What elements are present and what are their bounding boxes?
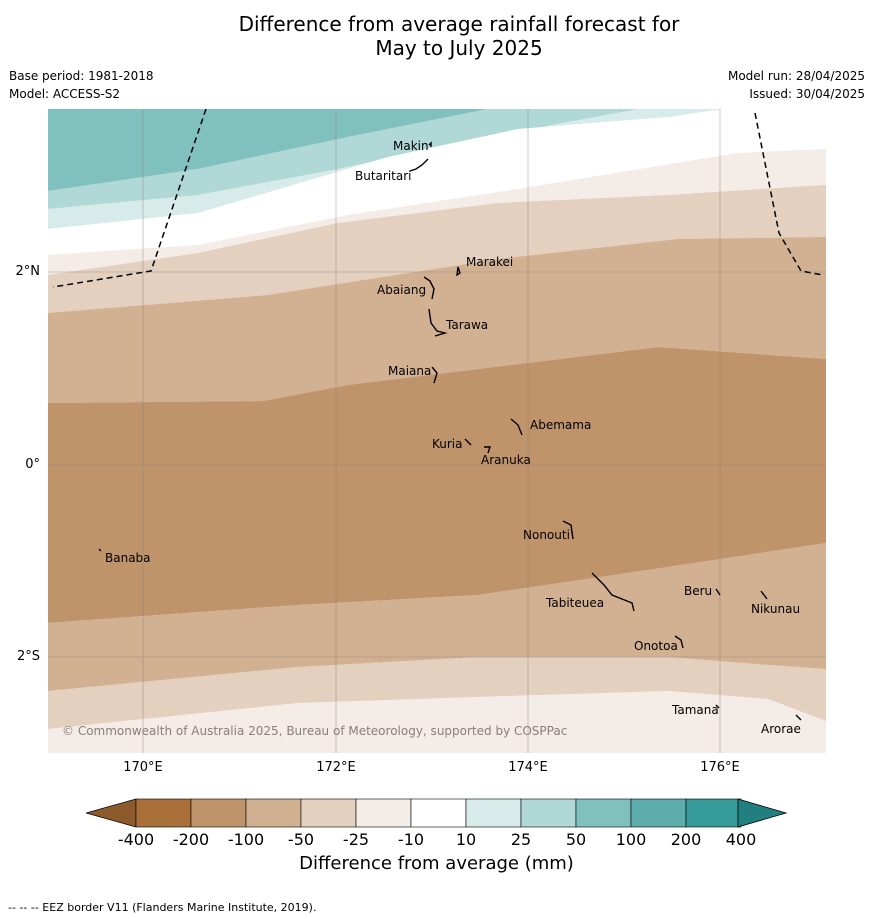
colorbar-cell <box>630 798 687 828</box>
meta-right: Model run: 28/04/2025 Issued: 30/04/2025 <box>728 67 865 103</box>
island-butaritari <box>409 158 429 172</box>
grid <box>48 109 826 753</box>
label-marakei: Marakei <box>466 255 514 269</box>
island-kuria <box>464 438 472 446</box>
colorbar-cell <box>355 798 412 828</box>
island-banaba <box>98 548 102 552</box>
label-nikunau: Nikunau <box>751 602 801 616</box>
band-neg-10 <box>48 149 826 275</box>
lat-label-2n: 2°N <box>15 264 41 279</box>
colorbar-tick-label: -10 <box>397 830 425 849</box>
lon-label-170: 170°E <box>123 760 163 775</box>
band-teal-50 <box>48 109 638 209</box>
colorbar-tick-label: -400 <box>117 830 155 849</box>
colorbar-tick-label: 50 <box>565 830 587 849</box>
label-onotoa: Onotoa <box>634 639 678 653</box>
island-makin <box>428 141 432 147</box>
colorbar-tick-label: -25 <box>342 830 370 849</box>
label-banaba: Banaba <box>105 551 151 565</box>
island-beru <box>715 588 721 596</box>
label-nonouti: Nonouti <box>523 528 570 542</box>
label-tabiteuea: Tabiteuea <box>546 596 605 610</box>
colorbar-cell <box>465 798 522 828</box>
colorbar-title: Difference from average (mm) <box>299 853 574 874</box>
chart-title: Difference from average rainfall forecas… <box>0 12 873 60</box>
island-nikunau <box>760 590 768 600</box>
colorbar-arrow-left <box>86 798 137 828</box>
colorbar-tick-label: -200 <box>172 830 210 849</box>
island-nonouti <box>562 520 574 540</box>
eez-footer-note: -- -- -- EEZ border V11 (Flanders Marine… <box>8 901 317 914</box>
colorbar-cell <box>245 798 302 828</box>
lon-label-172: 172°E <box>316 760 356 775</box>
label-arorae: Arorae <box>761 722 801 736</box>
island-onotoa <box>674 635 684 649</box>
island-maiana <box>431 366 438 384</box>
colorbar-tick-label: 200 <box>670 830 702 849</box>
band-neg-25-low <box>48 657 826 729</box>
colorbar-cell <box>685 798 742 828</box>
copyright-notice: © Commonwealth of Australia 2025, Bureau… <box>62 724 568 738</box>
label-abaiang: Abaiang <box>377 283 427 297</box>
rainfall-map <box>48 109 826 753</box>
label-aranuka: Aranuka <box>481 453 531 467</box>
colorbar-tick-label: -100 <box>227 830 265 849</box>
colorbar-tick-label: 10 <box>455 830 477 849</box>
lon-label-174: 174°E <box>508 760 548 775</box>
label-maiana: Maiana <box>388 364 432 378</box>
label-tarawa: Tarawa <box>446 318 489 332</box>
island-aranuka <box>484 446 491 454</box>
band-neg-25 <box>48 185 826 313</box>
title-line-2: May to July 2025 <box>375 36 543 60</box>
meta-left: Base period: 1981-2018 Model: ACCESS-S2 <box>9 67 154 103</box>
island-abaiang <box>423 276 435 300</box>
colorbar-cell <box>575 798 632 828</box>
colorbar-tick-label: 25 <box>510 830 532 849</box>
label-kuria: Kuria <box>432 437 463 451</box>
band-neg-50 <box>48 237 826 403</box>
island-tabiteuea <box>591 572 635 612</box>
label-makin: Makin <box>393 139 429 153</box>
colorbar-tick-label: 100 <box>615 830 647 849</box>
band-teal-25 <box>48 109 723 229</box>
issued-date: Issued: 30/04/2025 <box>749 87 865 101</box>
colorbar-cells <box>135 798 742 828</box>
colorbar-arrow-right <box>737 798 788 828</box>
lon-label-176: 176°E <box>700 760 740 775</box>
model-name: Model: ACCESS-S2 <box>9 87 121 101</box>
model-run: Model run: 28/04/2025 <box>727 69 865 83</box>
island-marakei <box>456 266 461 277</box>
colorbar-cell <box>300 798 357 828</box>
band-neg-100 <box>48 347 826 623</box>
label-tamana: Tamana <box>672 703 719 717</box>
band-neg-50-low <box>48 543 826 691</box>
island-tamana <box>715 704 720 709</box>
eez-border-east <box>754 112 824 276</box>
label-abemama: Abemama <box>530 418 592 432</box>
band-white <box>48 109 826 255</box>
label-butaritari: Butaritari <box>355 169 412 183</box>
island-abemama <box>510 418 523 436</box>
title-line-1: Difference from average rainfall forecas… <box>238 12 680 36</box>
colorbar <box>86 798 788 828</box>
eez-border-west <box>52 109 207 288</box>
lat-label-0: 0° <box>25 457 40 472</box>
base-period: Base period: 1981-2018 <box>9 69 154 83</box>
colorbar-tick-label: 400 <box>725 830 757 849</box>
colorbar-tick-label: -50 <box>287 830 315 849</box>
label-beru: Beru <box>684 584 713 598</box>
island-tarawa <box>428 308 448 337</box>
lat-label-2s: 2°S <box>16 649 40 664</box>
island-arorae <box>795 714 802 721</box>
band-teal-100 <box>48 109 488 191</box>
colorbar-cell <box>520 798 577 828</box>
colorbar-cell <box>190 798 247 828</box>
band-neg-10-low <box>48 691 826 753</box>
colorbar-cell <box>135 798 192 828</box>
colorbar-cell <box>410 798 467 828</box>
islands <box>98 141 802 721</box>
